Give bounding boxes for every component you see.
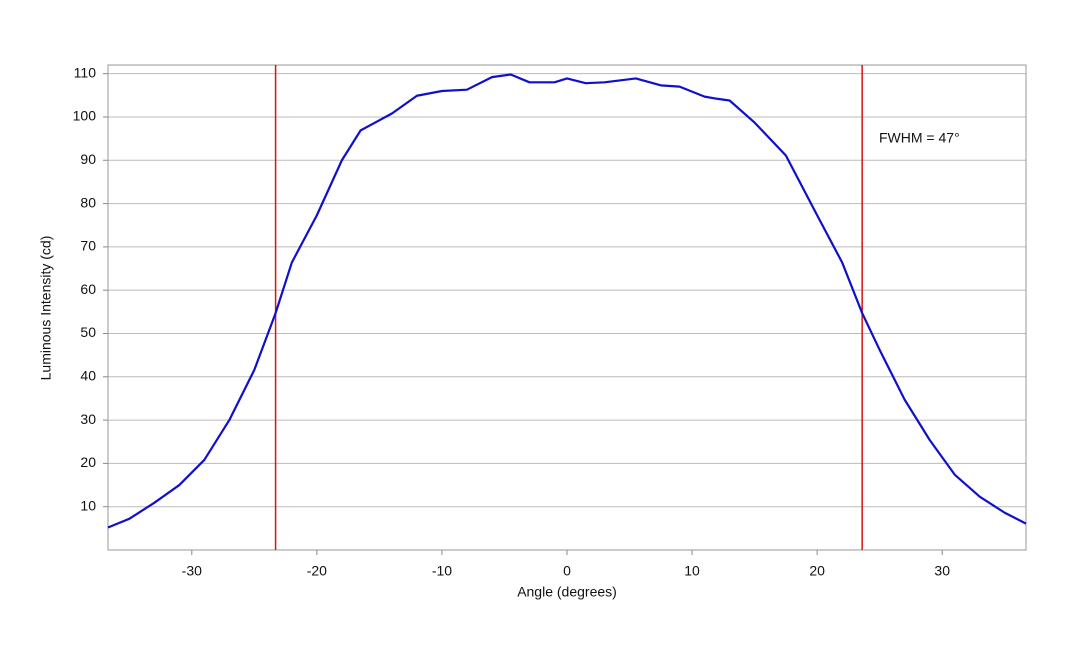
y-tick-label: 100: [73, 108, 97, 124]
x-tick-label: 0: [563, 563, 571, 579]
y-tick-label: 70: [80, 238, 96, 254]
y-tick-label: 20: [80, 454, 96, 470]
y-tick-label: 30: [80, 411, 96, 427]
x-tick-label: 30: [934, 563, 950, 579]
x-tick-label: 20: [809, 563, 825, 579]
annotation: FWHM = 47°: [879, 130, 960, 146]
y-tick-label: 50: [80, 324, 96, 340]
x-tick-label: 10: [684, 563, 700, 579]
x-tick-label: -30: [182, 563, 202, 579]
y-tick-label: 60: [80, 281, 96, 297]
y-tick-label: 80: [80, 194, 96, 210]
y-axis-label: Luminous Intensity (cd): [38, 236, 54, 381]
y-tick-label: 40: [80, 367, 96, 383]
x-axis-label: Angle (degrees): [517, 584, 617, 600]
x-tick-label: -10: [432, 563, 452, 579]
y-tick-label: 110: [74, 64, 97, 80]
x-tick-label: -20: [307, 563, 327, 579]
y-tick-label: 10: [80, 497, 96, 513]
y-tick-label: 90: [80, 151, 96, 167]
data-line: [107, 73, 1027, 529]
plot-frame: [107, 64, 1027, 551]
